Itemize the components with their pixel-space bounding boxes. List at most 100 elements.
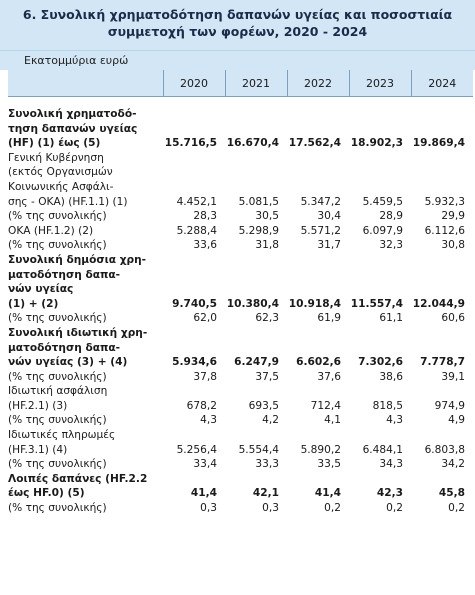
value-cell: 6.112,6 <box>424 224 465 237</box>
value-cell: 974,9 <box>434 399 465 412</box>
value-cell: 6.097,9 <box>362 224 403 237</box>
label-line: (εκτός Οργανισμών <box>8 166 113 179</box>
label-line: (HF) (1) έως (5) <box>8 137 101 150</box>
row-label: (% της συνολικής) <box>8 457 163 472</box>
table-row: ΟΚΑ (HF.1.2) (2) 5.288,4 5.298,9 5.571,2 6.0… <box>8 224 473 239</box>
column-header: 2021 <box>224 70 287 97</box>
value-cell: 7.778,7 <box>420 356 465 369</box>
table-row: Συνολική ιδιωτική χρη-ματοδότηση δαπα-νώ… <box>8 326 473 370</box>
label-line: Ιδιωτικές πληρωμές <box>8 429 116 442</box>
label-line: Συνολική ιδιωτική χρη- <box>8 326 148 339</box>
label-line: (1) + (2) <box>8 297 59 310</box>
label-line: νών υγείας <box>8 283 74 296</box>
value-cell: 33,3 <box>255 458 279 471</box>
value-cell: 9.740,5 <box>172 297 217 310</box>
label-line: (HF.2.1) (3) <box>8 399 68 412</box>
table-row: Ιδιωτικές πληρωμές (HF.3.1) (4) 5.256,4 5.5… <box>8 428 473 457</box>
value-cell: 11.557,4 <box>350 297 403 310</box>
value-cell: 7.302,6 <box>358 356 403 369</box>
value-cell: 4.452,1 <box>176 195 217 208</box>
value-cell: 33,5 <box>317 458 341 471</box>
label-line: Ιδιωτική ασφάλιση <box>8 385 108 398</box>
table-row: Συνολική χρηματοδό-τηση δαπανών υγείας (H… <box>8 97 473 151</box>
value-cell: 61,9 <box>317 312 341 325</box>
row-label: Συνολική δημόσια χρη-ματοδότηση δαπα-νών… <box>8 253 163 311</box>
subtitle: Εκατομμύρια ευρώ <box>0 50 475 70</box>
value-cell: 5.890,2 <box>300 443 341 456</box>
label-line: Γενική Κυβέρνηση <box>8 151 104 164</box>
value-cell: 42,3 <box>376 487 403 500</box>
value-cell: 10.380,4 <box>226 297 279 310</box>
table-row: Γενική Κυβέρνηση (εκτός Οργανισμών Κοινωνι… <box>8 151 473 209</box>
value-cell: 0,2 <box>324 502 341 515</box>
value-cell: 5.256,4 <box>176 443 217 456</box>
value-cell: 62,3 <box>255 312 279 325</box>
value-cell: 42,1 <box>252 487 279 500</box>
value-cell: 37,6 <box>317 370 341 383</box>
label-line: (% της συνολικής) <box>8 210 107 223</box>
label-line: (% της συνολικής) <box>8 502 107 515</box>
value-cell: 32,3 <box>379 239 403 252</box>
data-table: 2020 2021 2022 2023 2024 Συνολική χρηματοδό-… <box>8 70 473 516</box>
table-row: Συνολική δημόσια χρη-ματοδότηση δαπα-νών… <box>8 253 473 311</box>
value-cell: 5.347,2 <box>300 195 341 208</box>
table-row: Ιδιωτική ασφάλιση (HF.2.1) (3) 678,2 693,5 7… <box>8 384 473 413</box>
value-cell: 693,5 <box>248 399 279 412</box>
value-cell: 4,3 <box>386 414 403 427</box>
value-cell: 19.869,4 <box>412 137 465 150</box>
value-cell: 60,6 <box>441 312 465 325</box>
row-label: Ιδιωτικές πληρωμές (HF.3.1) (4) <box>8 428 163 457</box>
value-cell: 41,4 <box>190 487 217 500</box>
value-cell: 5.571,2 <box>300 224 341 237</box>
value-cell: 0,3 <box>262 502 279 515</box>
value-cell: 4,2 <box>262 414 279 427</box>
value-cell: 18.902,3 <box>350 137 403 150</box>
label-line: (% της συνολικής) <box>8 458 107 471</box>
value-cell: 5.298,9 <box>238 224 279 237</box>
value-cell: 6.484,1 <box>362 443 403 456</box>
row-label: Λοιπές δαπάνες (HF.2.2 έως HF.0) (5) <box>8 472 163 501</box>
label-line: ματοδότηση δαπα- <box>8 341 121 354</box>
value-cell: 12.044,9 <box>412 297 465 310</box>
label-line: νών υγείας (3) + (4) <box>8 356 128 369</box>
table-row: (% της συνολικής) 33,4 33,3 33,5 34,3 34,2 <box>8 457 473 472</box>
value-cell: 29,9 <box>441 210 465 223</box>
value-cell: 31,7 <box>317 239 341 252</box>
row-label: Συνολική ιδιωτική χρη-ματοδότηση δαπα-νώ… <box>8 326 163 370</box>
value-cell: 34,3 <box>379 458 403 471</box>
value-cell: 30,5 <box>255 210 279 223</box>
label-line: ΟΚΑ (HF.1.2) (2) <box>8 224 94 237</box>
value-cell: 5.081,5 <box>238 195 279 208</box>
value-cell: 31,8 <box>255 239 279 252</box>
table-row: Λοιπές δαπάνες (HF.2.2 έως HF.0) (5) 41,4 4… <box>8 472 473 501</box>
value-cell: 16.670,4 <box>226 137 279 150</box>
value-cell: 712,4 <box>310 399 341 412</box>
column-header: 2024 <box>410 70 473 97</box>
value-cell: 0,2 <box>386 502 403 515</box>
value-cell: 33,6 <box>193 239 217 252</box>
column-header: 2020 <box>162 70 225 97</box>
row-label: (% της συνολικής) <box>8 311 163 326</box>
row-label: Συνολική χρηματοδό-τηση δαπανών υγείας (H… <box>8 97 163 151</box>
value-cell: 6.247,9 <box>234 356 279 369</box>
row-label: Ιδιωτική ασφάλιση (HF.2.1) (3) <box>8 384 163 413</box>
value-cell: 4,3 <box>200 414 217 427</box>
column-header: 2023 <box>348 70 411 97</box>
label-line: έως HF.0) (5) <box>8 487 85 500</box>
table-row: (% της συνολικής) 28,3 30,5 30,4 28,9 29,9 <box>8 209 473 224</box>
label-line: (% της συνολικής) <box>8 312 107 325</box>
value-cell: 678,2 <box>186 399 217 412</box>
value-cell: 37,5 <box>255 370 279 383</box>
label-line: Συνολική χρηματοδό- <box>8 108 137 120</box>
corner-cell <box>8 70 163 97</box>
label-line: ματοδότηση δαπα- <box>8 268 121 281</box>
table-row: (% της συνολικής) 0,3 0,3 0,2 0,2 0,2 <box>8 501 473 516</box>
value-cell: 6.602,6 <box>296 356 341 369</box>
value-cell: 62,0 <box>193 312 217 325</box>
row-label: (% της συνολικής) <box>8 370 163 385</box>
row-label: (% της συνολικής) <box>8 501 163 516</box>
table-row: (% της συνολικής) 33,6 31,8 31,7 32,3 30,8 <box>8 238 473 253</box>
value-cell: 6.803,8 <box>424 443 465 456</box>
label-line: Συνολική δημόσια χρη- <box>8 253 147 266</box>
